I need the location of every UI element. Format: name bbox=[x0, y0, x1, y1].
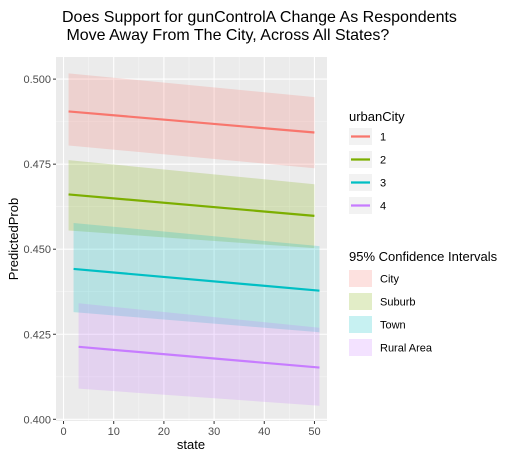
plot-panel bbox=[56, 57, 327, 421]
ci-legend-swatch bbox=[349, 270, 372, 287]
ci-legend-key-bg bbox=[349, 270, 372, 287]
ci-legend-swatch bbox=[349, 293, 372, 310]
chart-title-line-1: Does Support for gunControlA Change As R… bbox=[62, 9, 457, 26]
line-legend-label: 2 bbox=[380, 155, 386, 167]
x-tick-label: 30 bbox=[208, 426, 220, 438]
ci-legend-key-bg bbox=[349, 339, 372, 356]
y-tick-label: 0.425 bbox=[23, 329, 51, 341]
x-tick-label: 0 bbox=[60, 426, 66, 438]
ci-ribbon-3 bbox=[73, 223, 320, 333]
ci-legend-label: Suburb bbox=[380, 297, 415, 309]
line-legend: 1 2 3 4 bbox=[349, 128, 386, 214]
y-axis-title: PredictedProb bbox=[6, 198, 21, 280]
ci-legend-label: City bbox=[380, 274, 399, 286]
grid-major bbox=[56, 57, 327, 421]
series-lines bbox=[68, 110, 320, 369]
x-axis: 0 10 20 30 40 50 bbox=[60, 421, 321, 438]
ci-legend-swatch bbox=[349, 316, 372, 333]
line-legend-title: urbanCity bbox=[349, 109, 405, 124]
y-tick-label: 0.500 bbox=[23, 74, 51, 86]
ci-ribbon-4 bbox=[78, 303, 320, 406]
ci-legend-key-bg bbox=[349, 316, 372, 333]
ci-legend-label: Town bbox=[380, 320, 406, 332]
series-line-2 bbox=[68, 193, 315, 217]
line-legend-label: 1 bbox=[380, 132, 386, 144]
x-tick-label: 50 bbox=[308, 426, 320, 438]
series-line-4 bbox=[78, 345, 320, 369]
x-tick-label: 40 bbox=[258, 426, 270, 438]
ci-legend-key-bg bbox=[349, 293, 372, 310]
y-tick-label: 0.400 bbox=[23, 414, 51, 426]
ci-legend-swatch bbox=[349, 339, 372, 356]
line-legend-label: 4 bbox=[380, 201, 386, 213]
x-tick-label: 20 bbox=[158, 426, 170, 438]
ci-ribbon-1 bbox=[68, 73, 315, 169]
ci-legend-label: Rural Area bbox=[380, 343, 433, 355]
ci-legend: City Suburb Town Rural Area bbox=[349, 270, 433, 356]
x-tick-label: 10 bbox=[108, 426, 120, 438]
series-line-1 bbox=[68, 110, 315, 134]
line-legend-label: 3 bbox=[380, 178, 386, 190]
y-tick-label: 0.475 bbox=[23, 159, 51, 171]
y-axis: 0.400 0.425 0.450 0.475 0.500 bbox=[23, 74, 56, 426]
ci-legend-title: 95% Confidence Intervals bbox=[349, 249, 498, 264]
series-line-3 bbox=[73, 267, 320, 292]
chart-title-line-2: Move Away From The City, Across All Stat… bbox=[62, 27, 389, 44]
y-tick-label: 0.450 bbox=[23, 244, 51, 256]
grid-minor bbox=[56, 57, 327, 421]
x-axis-title: state bbox=[177, 437, 205, 452]
